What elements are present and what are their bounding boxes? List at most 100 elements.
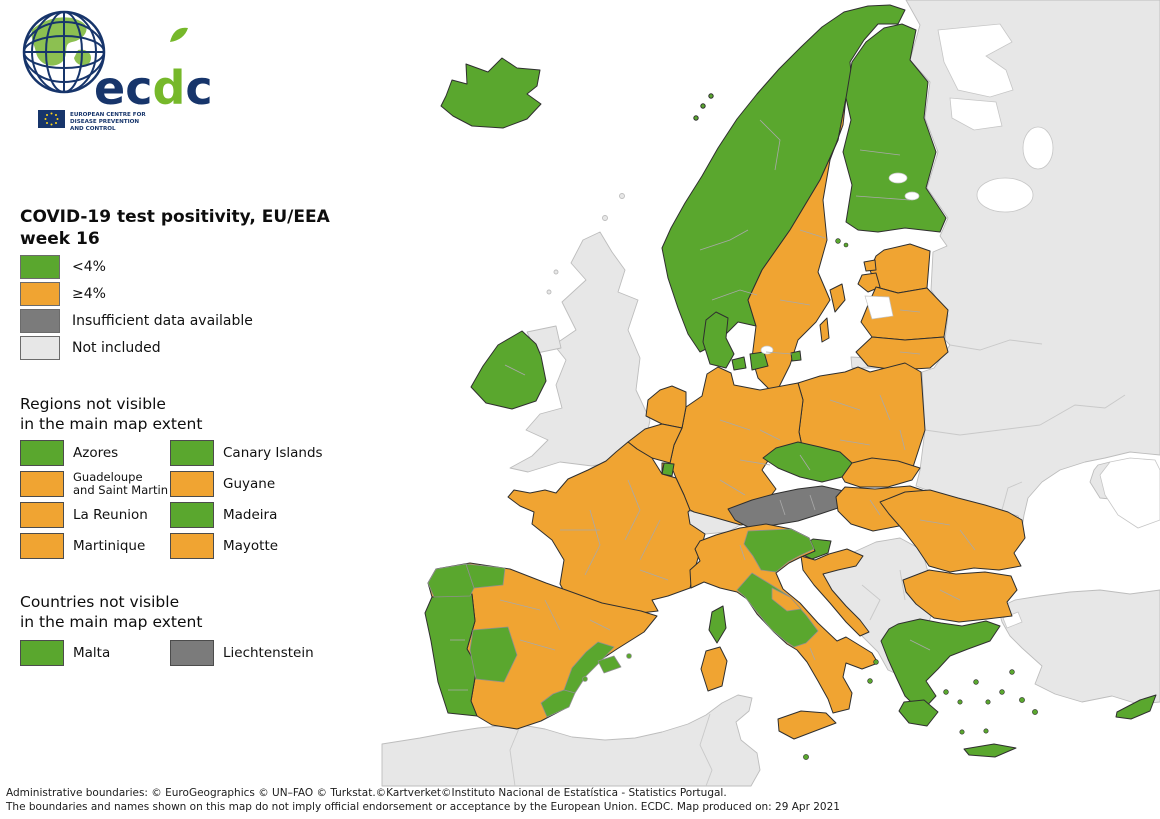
legend-label: Not included xyxy=(72,339,161,356)
eu-flag-icon xyxy=(38,110,65,128)
region-item-mayotte: Mayotte xyxy=(170,533,360,559)
map-region-denmark-zealand xyxy=(749,351,769,371)
map-region-galicia xyxy=(427,563,475,598)
region-label: Guadeloupe and Saint Martin xyxy=(73,471,168,497)
map-region-greece xyxy=(880,618,1001,713)
region-item-madeira: Madeira xyxy=(170,502,360,528)
map-region-cyprus xyxy=(1115,694,1157,720)
map-region-italy-centre xyxy=(736,572,819,648)
map-region-ireland xyxy=(470,330,547,410)
footer-line2: The boundaries and names shown on this m… xyxy=(6,800,840,813)
map-region-extremadura xyxy=(469,626,518,683)
map-region-denmark-jutland xyxy=(702,311,735,369)
map-region-oland xyxy=(819,317,830,343)
countries-heading-line2: in the main map extent xyxy=(20,613,203,631)
svg-text:EUROPEAN CENTRE FOR: EUROPEAN CENTRE FOR xyxy=(70,112,146,118)
region-label: Guyane xyxy=(223,476,276,492)
map-title-line1: COVID-19 test positivity, EU/EEA xyxy=(20,207,330,227)
region-item-guyane: Guyane xyxy=(170,471,360,497)
map-region-malta xyxy=(803,754,809,760)
svg-text:AND CONTROL: AND CONTROL xyxy=(70,126,116,132)
map-title-line2: week 16 xyxy=(20,229,100,249)
legend-item: Insufficient data available xyxy=(20,307,253,334)
region-item-la-reunion: La Reunion xyxy=(20,502,170,528)
legend-label: <4% xyxy=(72,258,106,275)
map-region-france xyxy=(507,441,706,614)
region-label: La Reunion xyxy=(73,507,148,523)
map-region-murcia xyxy=(540,689,576,718)
legend-label: ≥4% xyxy=(72,285,106,302)
map-region-estonia-islands xyxy=(857,259,881,293)
legend-swatch-not-included xyxy=(20,335,60,360)
map-region-great-britain xyxy=(509,231,651,473)
map-region-finland xyxy=(842,23,947,233)
uk-small-islands-icon xyxy=(546,193,625,295)
ecdc-logo: ecdc EUROPEAN CENTRE FOR DISEASE PREVENT… xyxy=(22,10,213,132)
map-region-crete xyxy=(963,743,1017,758)
globe-icon xyxy=(22,10,106,94)
map-region-sicily xyxy=(777,710,837,740)
region-label-line1: Guadeloupe xyxy=(73,470,143,484)
country-label: Liechtenstein xyxy=(223,645,314,661)
map-region-slovakia xyxy=(841,457,921,488)
map-region-croatia xyxy=(800,548,870,637)
legend-swatch-insufficient xyxy=(20,308,60,333)
legend: <4% ≥4% Insufficient data available Not … xyxy=(20,253,253,361)
region-label: Mayotte xyxy=(223,538,279,554)
region-swatch xyxy=(20,440,64,466)
region-label: Martinique xyxy=(73,538,146,554)
countries-grid: Malta Liechtenstein xyxy=(20,640,360,666)
region-swatch xyxy=(20,533,64,559)
map-region-north-africa xyxy=(381,694,761,787)
aland-islands-icon xyxy=(835,238,849,248)
norway-islands-icon xyxy=(693,93,714,121)
sprout-icon xyxy=(170,27,188,42)
map-region-corsica xyxy=(708,605,727,644)
regions-heading-line1: Regions not visible xyxy=(20,395,166,413)
legend-label: Insufficient data available xyxy=(72,312,253,329)
region-swatch xyxy=(170,533,214,559)
region-item-azores: Azores xyxy=(20,440,170,466)
aegean-islands-icon xyxy=(867,659,1038,735)
map-region-bulgaria xyxy=(902,569,1018,623)
countries-heading-line1: Countries not visible xyxy=(20,593,180,611)
footer-line1: Administrative boundaries: © EuroGeograp… xyxy=(6,787,727,799)
legend-item: ≥4% xyxy=(20,280,253,307)
region-label-line2: and Saint Martin xyxy=(73,483,168,497)
map-region-portugal xyxy=(424,593,478,717)
ecdc-wordmark: ecdc xyxy=(94,27,213,115)
map-region-denmark-funen xyxy=(731,356,747,371)
region-swatch xyxy=(20,471,64,497)
region-borders xyxy=(448,119,976,691)
legend-item: <4% xyxy=(20,253,253,280)
map-region-marche xyxy=(771,587,802,612)
regions-grid: Azores Canary Islands Guadeloupe and Sai… xyxy=(20,440,360,559)
map-region-gotland xyxy=(829,283,846,313)
country-label: Malta xyxy=(73,645,111,661)
region-swatch xyxy=(20,502,64,528)
region-label: Azores xyxy=(73,445,119,461)
footer-attribution: Administrative boundaries: © EuroGeograp… xyxy=(6,787,840,814)
regions-heading-line2: in the main map extent xyxy=(20,415,203,433)
region-swatch xyxy=(170,502,214,528)
map-region-italy-northeast xyxy=(743,528,815,573)
country-swatch xyxy=(20,640,64,666)
svg-text:ecdc: ecdc xyxy=(94,61,213,115)
country-swatch xyxy=(170,640,214,666)
legend-swatch-high xyxy=(20,281,60,306)
map-region-sweden xyxy=(747,97,847,396)
region-label: Canary Islands xyxy=(223,445,323,461)
region-swatch xyxy=(170,440,214,466)
map-region-netherlands xyxy=(645,385,687,429)
map-region-peloponnese xyxy=(898,699,939,727)
region-item-martinique: Martinique xyxy=(20,533,170,559)
country-item-malta: Malta xyxy=(20,640,170,666)
map-title: COVID-19 test positivity, EU/EEA week 16 xyxy=(20,206,330,250)
region-swatch xyxy=(170,471,214,497)
map-region-balearics xyxy=(582,653,632,682)
map-region-iceland xyxy=(440,57,542,129)
country-item-liechtenstein: Liechtenstein xyxy=(170,640,360,666)
map-region-russia xyxy=(905,0,1160,529)
